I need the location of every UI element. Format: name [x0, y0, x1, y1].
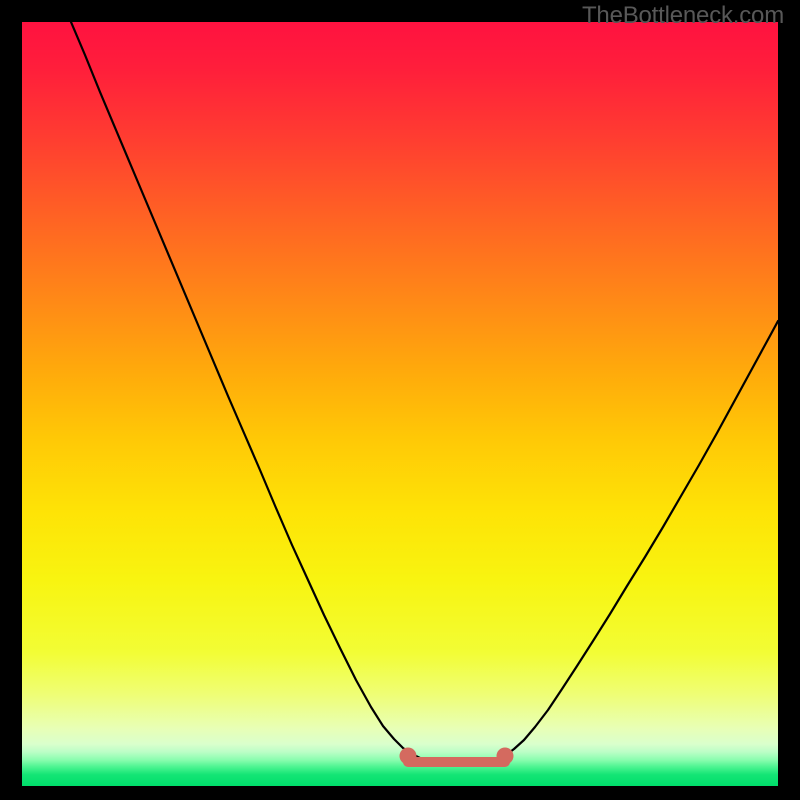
- chart-svg: [22, 22, 778, 786]
- bottleneck-curve: [71, 22, 778, 764]
- optimal-range-marker: [400, 748, 514, 765]
- plot-area: [22, 22, 778, 786]
- chart-outer: TheBottleneck.com: [0, 0, 800, 800]
- watermark-text: TheBottleneck.com: [582, 2, 784, 30]
- optimal-range-cap-right: [497, 748, 514, 765]
- gradient-background: [22, 22, 778, 786]
- optimal-range-cap-left: [400, 748, 417, 765]
